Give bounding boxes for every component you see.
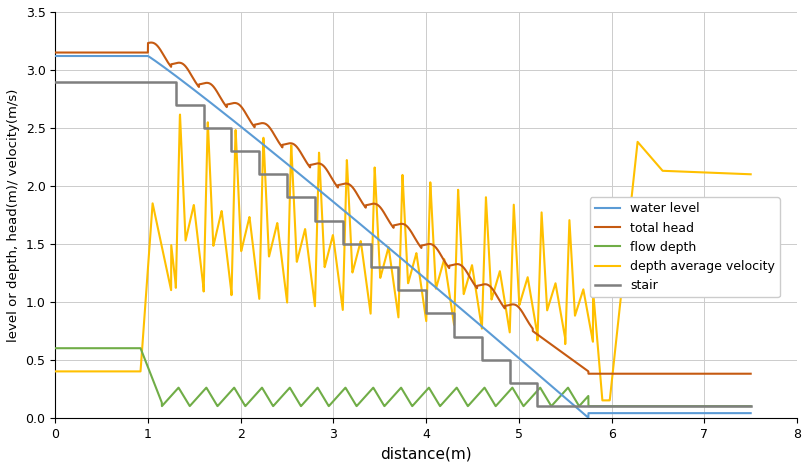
depth average velocity	[598, 398, 608, 403]
Line: total head: total head	[55, 43, 751, 374]
Line: flow depth: flow depth	[55, 348, 751, 406]
stair	[393, 287, 403, 293]
depth average velocity	[177, 150, 187, 156]
depth average velocity	[622, 234, 632, 240]
total head	[316, 161, 326, 167]
total head	[570, 358, 579, 364]
water level	[583, 415, 593, 421]
flow depth	[746, 403, 755, 409]
water level	[622, 410, 632, 416]
total head	[583, 371, 593, 377]
stair	[282, 171, 292, 177]
total head	[177, 60, 187, 66]
total head	[746, 371, 755, 377]
flow depth	[468, 398, 478, 404]
depth average velocity	[50, 369, 60, 374]
stair	[532, 403, 542, 409]
water level	[570, 402, 579, 408]
total head	[468, 279, 478, 285]
Line: water level: water level	[55, 56, 751, 418]
flow depth	[50, 345, 60, 351]
flow depth	[583, 403, 593, 409]
flow depth	[503, 390, 512, 396]
stair	[255, 171, 264, 177]
total head	[146, 40, 156, 45]
stair	[199, 125, 208, 131]
Line: stair: stair	[55, 81, 751, 406]
depth average velocity	[746, 171, 755, 177]
depth average velocity	[175, 112, 185, 117]
depth average velocity	[503, 316, 512, 322]
stair	[50, 79, 60, 84]
Line: depth average velocity: depth average velocity	[55, 115, 751, 401]
flow depth	[316, 390, 326, 396]
water level	[468, 315, 478, 321]
total head	[50, 50, 60, 55]
water level	[177, 78, 187, 83]
Legend: water level, total head, flow depth, depth average velocity, stair: water level, total head, flow depth, dep…	[590, 197, 780, 297]
water level	[746, 410, 755, 416]
flow depth	[622, 403, 632, 409]
water level	[50, 53, 60, 59]
depth average velocity	[316, 191, 326, 197]
stair	[282, 195, 292, 200]
Y-axis label: level or depth, head(m)/ velocity(m/s): level or depth, head(m)/ velocity(m/s)	[7, 88, 20, 342]
water level	[316, 189, 326, 194]
total head	[503, 303, 512, 308]
flow depth	[570, 395, 579, 401]
stair	[746, 403, 755, 409]
water level	[503, 345, 512, 351]
depth average velocity	[570, 301, 579, 307]
stair	[255, 148, 264, 154]
total head	[622, 371, 632, 377]
flow depth	[177, 390, 187, 395]
depth average velocity	[468, 265, 478, 271]
X-axis label: distance(m): distance(m)	[381, 446, 472, 461]
